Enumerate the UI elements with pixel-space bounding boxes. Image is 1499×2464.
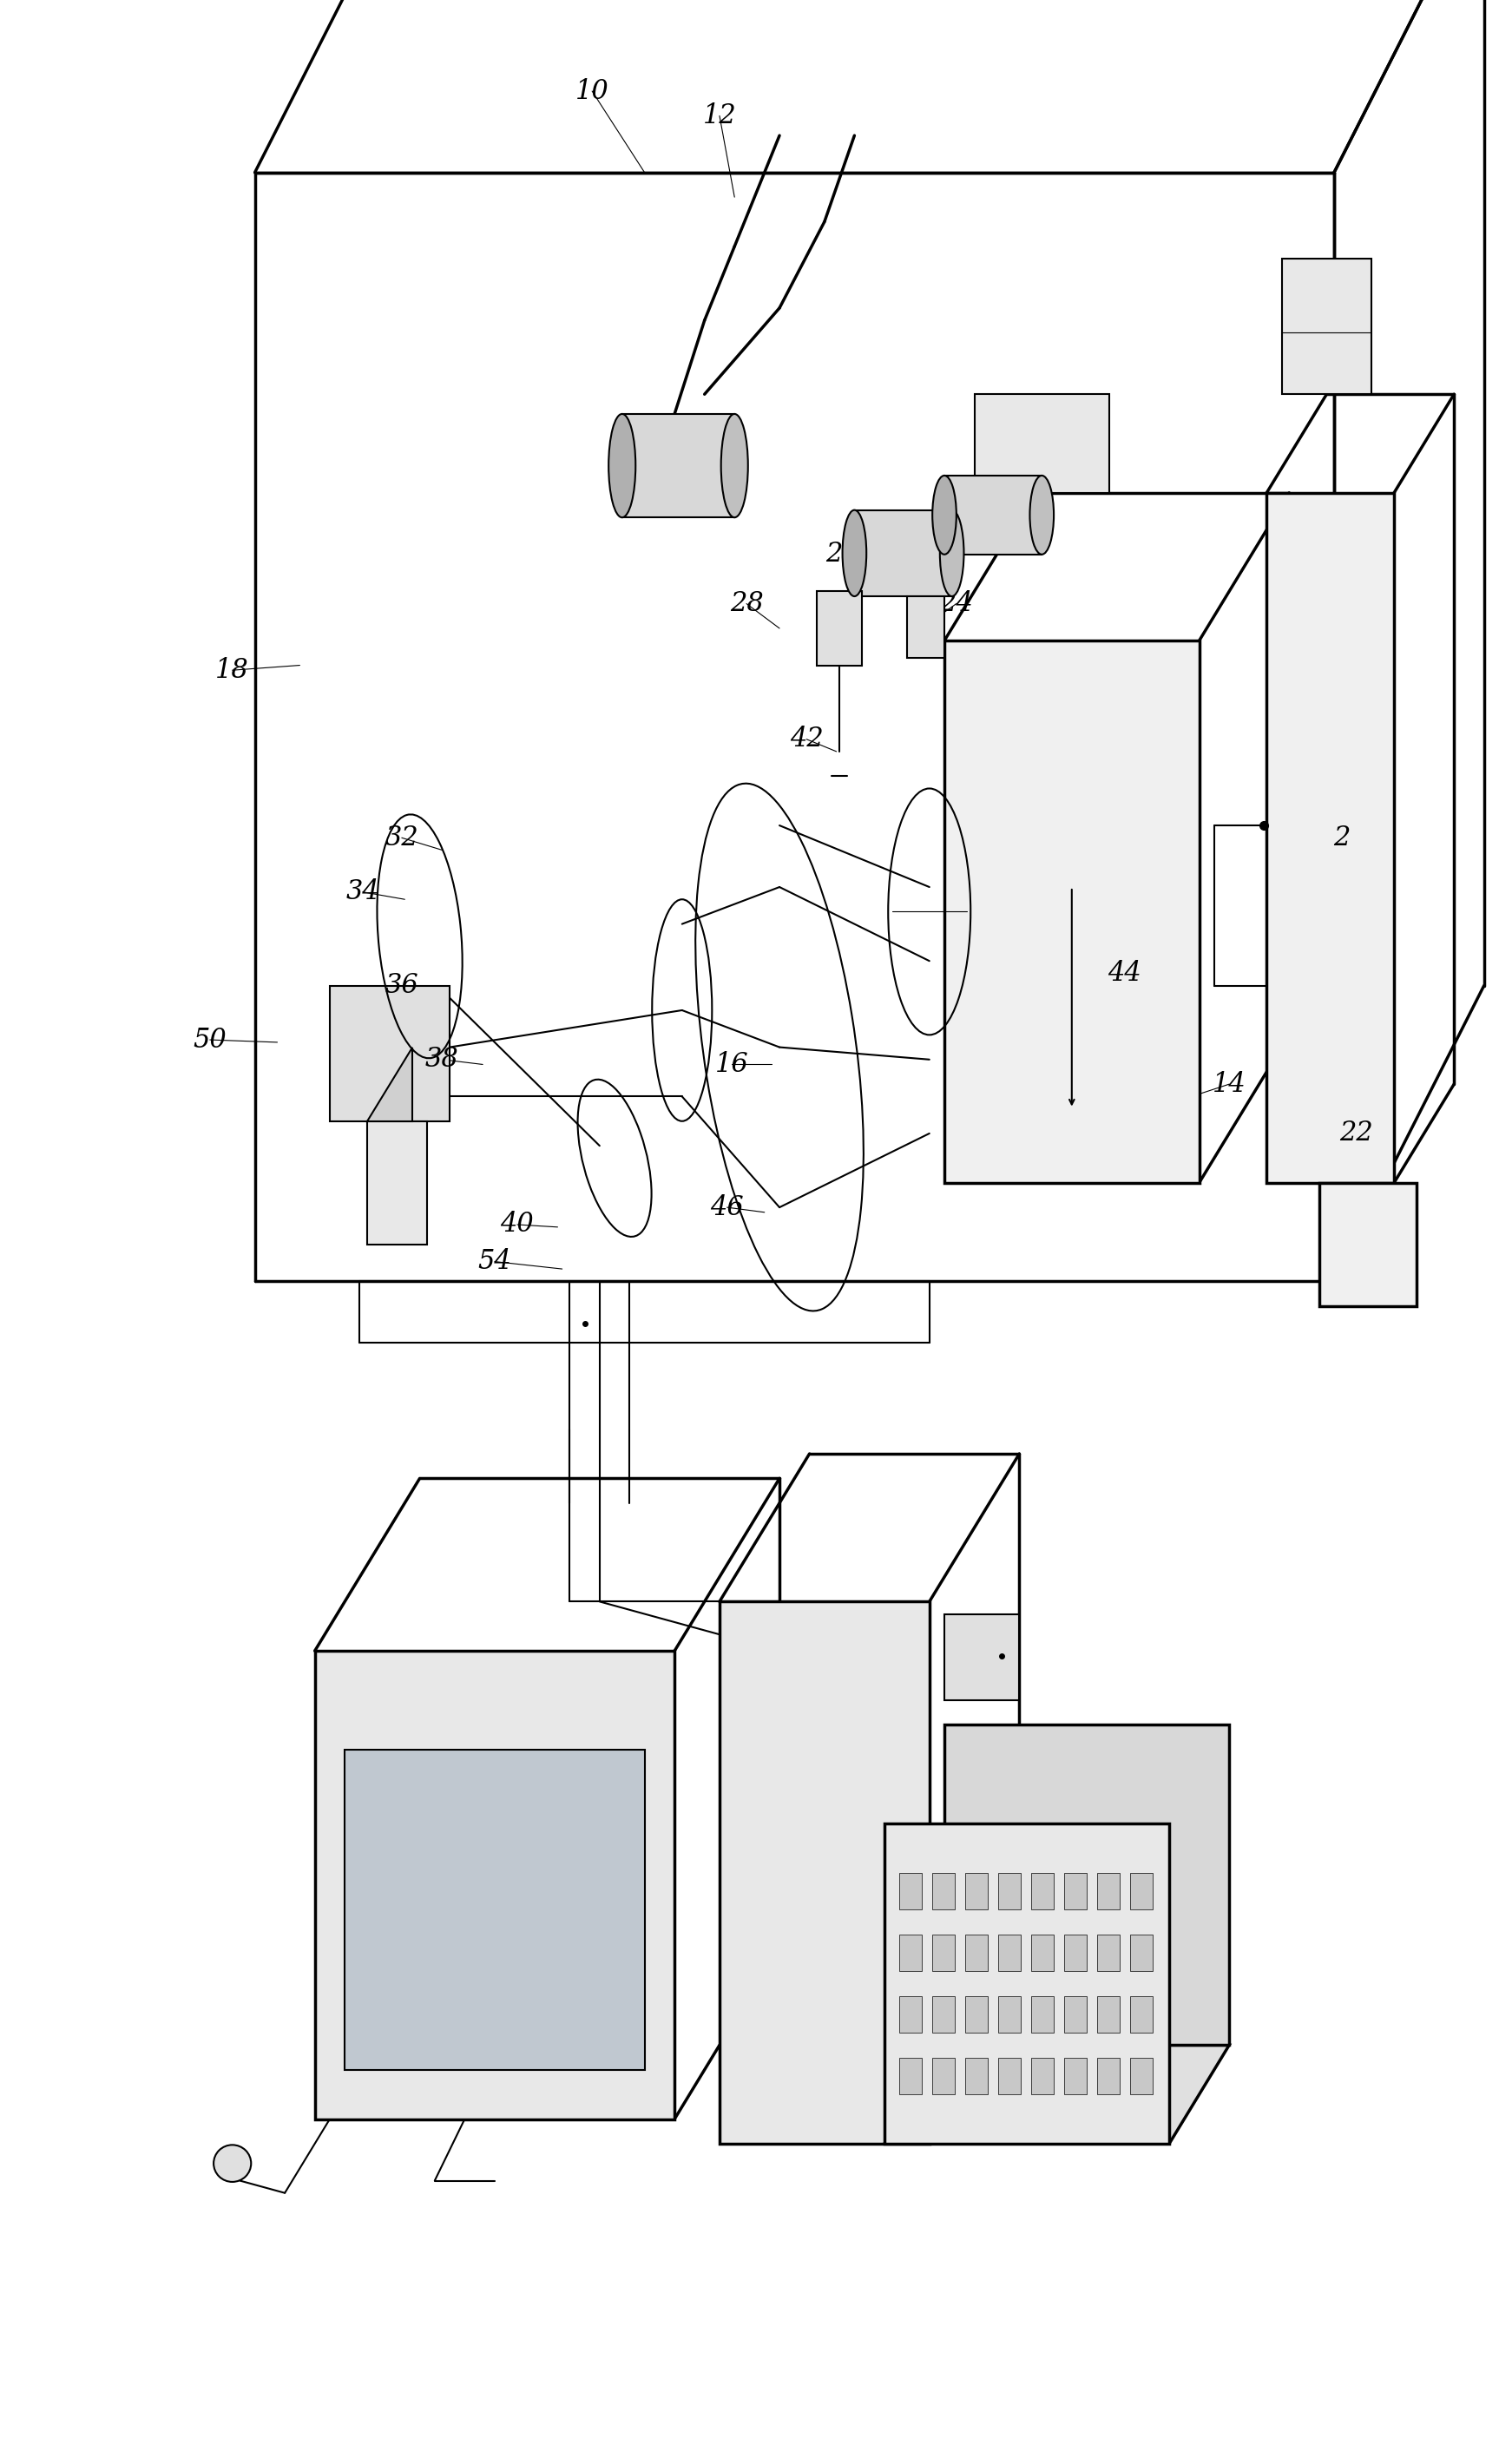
Bar — [932, 2057, 955, 2094]
Text: 14: 14 — [1213, 1072, 1246, 1096]
Text: 28: 28 — [730, 591, 763, 616]
Text: 34: 34 — [346, 880, 379, 904]
Ellipse shape — [940, 510, 964, 596]
Text: 18: 18 — [216, 658, 249, 683]
Bar — [817, 591, 862, 665]
Ellipse shape — [1030, 476, 1054, 554]
Polygon shape — [944, 1725, 1229, 2045]
Bar — [1267, 493, 1394, 1183]
Bar — [932, 1934, 955, 1971]
Ellipse shape — [842, 510, 866, 596]
Bar — [1031, 2057, 1054, 2094]
Text: 38: 38 — [426, 1047, 459, 1072]
Bar — [854, 510, 952, 596]
Text: 12: 12 — [703, 103, 736, 128]
Bar — [1130, 2057, 1153, 2094]
Ellipse shape — [609, 414, 636, 517]
Bar — [998, 2057, 1021, 2094]
Bar — [1031, 1934, 1054, 1971]
Bar — [1097, 1934, 1120, 1971]
Polygon shape — [367, 1047, 412, 1121]
Bar — [932, 1873, 955, 1910]
Bar — [1282, 259, 1372, 394]
Bar — [944, 1614, 1019, 1700]
Text: 2: 2 — [1333, 825, 1351, 850]
Ellipse shape — [213, 2144, 250, 2183]
Text: 22: 22 — [1340, 1121, 1373, 1146]
Bar — [345, 1749, 645, 2070]
Bar — [998, 1873, 1021, 1910]
Bar — [1064, 1996, 1087, 2033]
Polygon shape — [884, 1823, 1169, 2144]
Bar — [315, 1651, 675, 2119]
Bar — [944, 476, 1042, 554]
Text: 54: 54 — [478, 1249, 511, 1274]
Text: 46: 46 — [711, 1195, 744, 1220]
Bar — [965, 1996, 988, 2033]
Bar — [1064, 1934, 1087, 1971]
Text: 24: 24 — [940, 591, 973, 616]
Bar — [622, 414, 735, 517]
Text: 19: 19 — [531, 1774, 564, 1799]
Bar — [944, 641, 1199, 1183]
Bar — [1097, 1996, 1120, 2033]
Bar — [1097, 1873, 1120, 1910]
Ellipse shape — [721, 414, 748, 517]
Text: 44: 44 — [1108, 961, 1141, 986]
Text: 29: 29 — [826, 542, 859, 567]
Bar — [1319, 1183, 1417, 1306]
Bar — [1064, 2057, 1087, 2094]
Text: 50: 50 — [193, 1027, 226, 1052]
Bar — [720, 1602, 929, 2144]
Text: 16: 16 — [715, 1052, 748, 1077]
Bar — [367, 1121, 427, 1244]
Bar — [1130, 1934, 1153, 1971]
Text: 36: 36 — [385, 973, 418, 998]
Bar — [998, 1996, 1021, 2033]
Bar — [899, 2057, 922, 2094]
Bar — [907, 596, 944, 658]
Text: 10: 10 — [576, 79, 609, 103]
Bar — [1130, 1996, 1153, 2033]
Bar — [1031, 1873, 1054, 1910]
Bar — [1064, 1873, 1087, 1910]
Bar — [839, 1996, 899, 2070]
Bar — [735, 1700, 914, 1762]
Bar — [1031, 1996, 1054, 2033]
Bar — [998, 1934, 1021, 1971]
Bar — [330, 986, 450, 1121]
Polygon shape — [884, 2045, 1229, 2144]
Text: 42: 42 — [790, 727, 823, 752]
Bar — [1097, 2057, 1120, 2094]
Bar — [735, 1786, 914, 1848]
Bar — [899, 1934, 922, 1971]
Bar — [1130, 1873, 1153, 1910]
Bar — [932, 1996, 955, 2033]
Bar — [965, 1873, 988, 1910]
Text: 40: 40 — [501, 1212, 534, 1237]
Bar — [965, 1934, 988, 1971]
Bar — [965, 2057, 988, 2094]
Bar — [974, 394, 1109, 493]
Bar — [899, 1996, 922, 2033]
Text: 32: 32 — [385, 825, 418, 850]
Bar — [735, 1614, 914, 1676]
Ellipse shape — [932, 476, 956, 554]
Bar — [899, 1873, 922, 1910]
